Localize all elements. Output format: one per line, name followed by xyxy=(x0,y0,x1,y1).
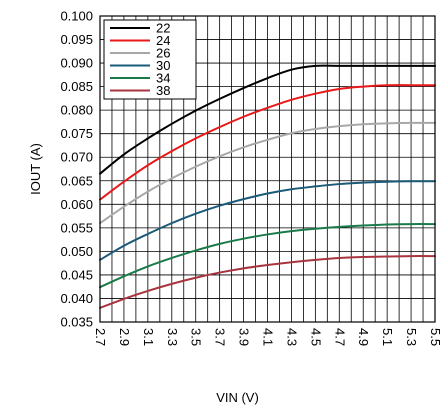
y-tick-label: 0.090 xyxy=(60,56,93,71)
x-tick-label: 2.7 xyxy=(93,328,108,346)
legend-label: 38 xyxy=(156,83,170,98)
x-axis-title: VIN (V) xyxy=(216,390,259,405)
legend-label: 22 xyxy=(156,21,170,36)
x-tick-label: 2.9 xyxy=(117,328,132,346)
y-tick-label: 0.085 xyxy=(60,79,93,94)
legend-label: 26 xyxy=(156,46,170,61)
x-tick-label: 4.9 xyxy=(356,328,371,346)
x-tick-label: 5.3 xyxy=(404,328,419,346)
series-line-30 xyxy=(99,180,436,261)
series-lines xyxy=(99,64,436,309)
y-tick-label: 0.095 xyxy=(60,32,93,47)
series-line-34 xyxy=(99,223,436,289)
y-tick-label: 0.065 xyxy=(60,173,93,188)
series-line-38 xyxy=(99,255,436,309)
plot-frame xyxy=(99,15,436,323)
y-axis-title: IOUT (A) xyxy=(28,143,43,195)
x-tick-label: 5.5 xyxy=(428,328,443,346)
x-tick-label: 3.7 xyxy=(213,328,228,346)
legend-box xyxy=(103,19,197,100)
y-tick-label: 0.040 xyxy=(60,291,93,306)
legend-label: 30 xyxy=(156,58,170,73)
y-tick-label: 0.070 xyxy=(60,150,93,165)
y-tick-label: 0.100 xyxy=(60,9,93,24)
x-tick-label: 5.1 xyxy=(380,328,395,346)
x-tick-label: 3.5 xyxy=(189,328,204,346)
y-tick-label: 0.035 xyxy=(60,315,93,330)
x-tick-label: 3.3 xyxy=(165,328,180,346)
legend-label: 24 xyxy=(156,33,170,48)
series-line-26 xyxy=(99,121,436,225)
series-line-24 xyxy=(99,84,436,201)
y-tick-label: 0.060 xyxy=(60,197,93,212)
x-tick-labels: 2.7 2.9 3.1 3.3 3.5 3.7 3.9 4.1 4.3 4.5 4.7 4.9 5.1 5… xyxy=(93,328,443,346)
series-line-22 xyxy=(99,64,436,175)
x-tick-label: 4.1 xyxy=(261,328,276,346)
x-tick-label: 4.3 xyxy=(284,328,299,346)
y-tick-label: 0.080 xyxy=(60,103,93,118)
x-tick-label: 4.5 xyxy=(308,328,323,346)
x-tick-label: 3.9 xyxy=(237,328,252,346)
legend-label: 34 xyxy=(156,71,170,86)
x-tick-label: 4.7 xyxy=(332,328,347,346)
y-tick-label: 0.075 xyxy=(60,126,93,141)
x-tick-label: 3.1 xyxy=(141,328,156,346)
y-tick-label: 0.045 xyxy=(60,267,93,282)
y-tick-label: 0.050 xyxy=(60,244,93,259)
y-tick-labels: 0.035 0.040 0.045 0.050 0.055 0.060 0.065 0.070… xyxy=(60,9,93,330)
y-tick-label: 0.055 xyxy=(60,220,93,235)
